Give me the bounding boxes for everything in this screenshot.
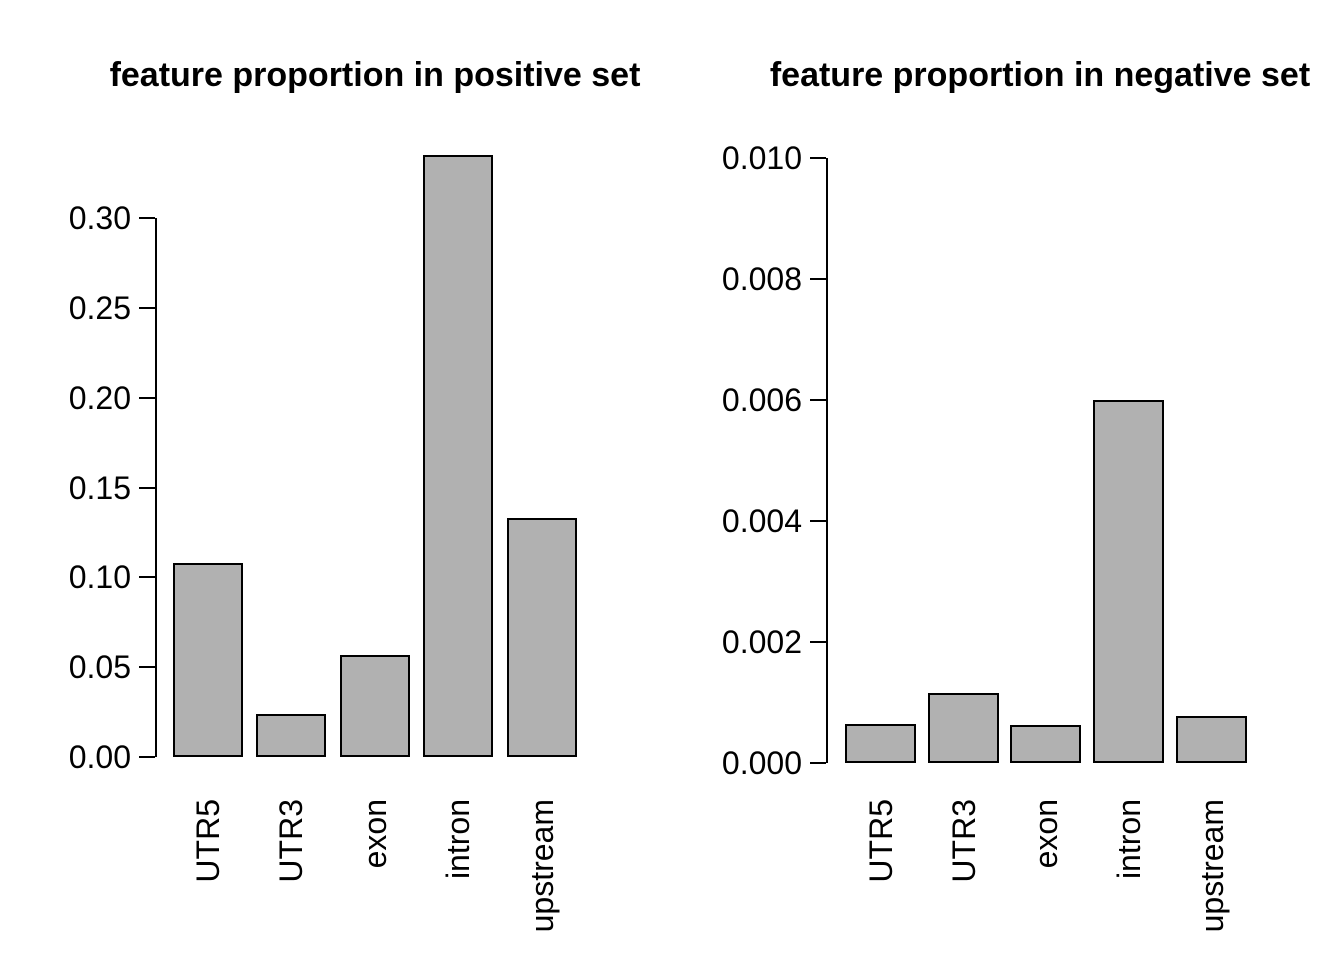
- x-category-label-intron: intron: [440, 799, 476, 880]
- chart-title-negative-set: feature proportion in negative set: [769, 56, 1311, 94]
- y-axis-tick: [139, 666, 155, 668]
- y-axis-tick: [139, 576, 155, 578]
- y-tick-label: 0.010: [721, 140, 802, 176]
- y-axis-tick: [810, 157, 826, 159]
- y-axis-tick: [139, 487, 155, 489]
- bar-exon: [340, 655, 410, 757]
- y-tick-label: 0.006: [721, 382, 802, 418]
- y-tick-label: 0.15: [68, 470, 131, 506]
- y-tick-label: 0.002: [721, 624, 802, 660]
- x-category-label-exon: exon: [1028, 799, 1064, 869]
- y-tick-label: 0.004: [721, 503, 802, 539]
- y-axis-tick: [139, 397, 155, 399]
- y-axis-tick: [139, 756, 155, 758]
- y-axis-tick: [810, 520, 826, 522]
- y-tick-label: 0.000: [721, 745, 802, 781]
- x-category-label-utr5: UTR5: [863, 799, 899, 883]
- chart-title-positive-set: feature proportion in positive set: [109, 56, 641, 94]
- y-tick-label: 0.00: [68, 739, 131, 775]
- y-axis-line: [155, 218, 157, 757]
- y-tick-label: 0.30: [68, 200, 131, 236]
- y-axis-tick: [810, 399, 826, 401]
- y-tick-label: 0.20: [68, 380, 131, 416]
- x-category-label-utr3: UTR3: [273, 799, 309, 883]
- y-axis-line: [826, 158, 828, 763]
- y-axis-tick: [139, 307, 155, 309]
- y-axis-tick: [810, 278, 826, 280]
- bar-exon: [1010, 725, 1081, 763]
- y-tick-label: 0.05: [68, 649, 131, 685]
- y-tick-label: 0.25: [68, 290, 131, 326]
- bar-utr5: [173, 563, 243, 757]
- x-category-label-upstream: upstream: [524, 799, 560, 933]
- bar-upstream: [507, 518, 577, 757]
- x-category-label-exon: exon: [357, 799, 393, 869]
- bar-intron: [423, 155, 493, 757]
- x-category-label-upstream: upstream: [1194, 799, 1230, 933]
- bar-utr3: [928, 693, 999, 763]
- bar-intron: [1093, 400, 1164, 763]
- x-category-label-utr5: UTR5: [190, 799, 226, 883]
- y-axis-tick: [810, 762, 826, 764]
- y-axis-tick: [810, 641, 826, 643]
- bar-utr3: [256, 714, 326, 757]
- x-category-label-intron: intron: [1111, 799, 1147, 880]
- bar-utr5: [845, 724, 916, 763]
- x-category-label-utr3: UTR3: [946, 799, 982, 883]
- y-axis-tick: [139, 217, 155, 219]
- bar-upstream: [1176, 716, 1247, 763]
- y-tick-label: 0.10: [68, 559, 131, 595]
- y-tick-label: 0.008: [721, 261, 802, 297]
